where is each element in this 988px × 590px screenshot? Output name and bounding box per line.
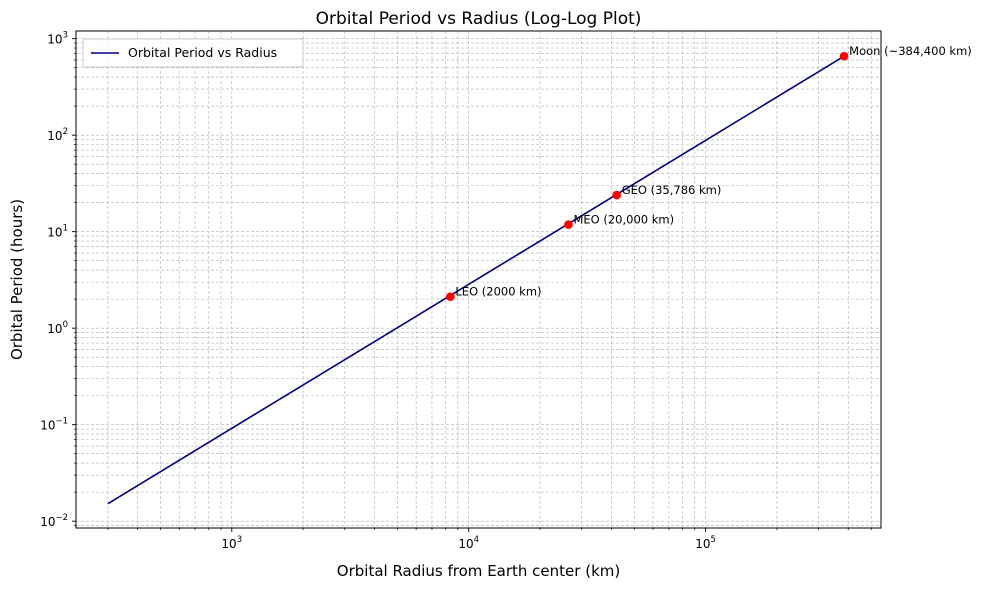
point-annotation: GEO (35,786 km) — [622, 183, 722, 197]
data-point — [446, 292, 455, 301]
ticks: 103 104 105 10−2 10−1 100 101 102 103 — [40, 31, 872, 551]
plot-frame — [75, 30, 882, 529]
series-line — [107, 55, 845, 505]
point-annotation: MEO (20,000 km) — [573, 213, 674, 227]
x-tick-label: 105 — [695, 535, 716, 551]
y-tick-label: 100 — [47, 320, 68, 336]
y-tick-label: 10−2 — [40, 513, 68, 529]
series-layer — [107, 55, 845, 505]
point-annotation: LEO (2000 km) — [455, 285, 541, 299]
data-point — [564, 220, 573, 229]
legend-label: Orbital Period vs Radius — [128, 45, 277, 60]
y-tick-label: 102 — [47, 127, 68, 143]
x-tick-label: 104 — [458, 535, 479, 551]
x-axis-label: Orbital Radius from Earth center (km) — [337, 562, 620, 580]
data-point — [839, 51, 849, 61]
y-tick-label: 101 — [47, 224, 68, 240]
grid — [76, 31, 881, 528]
data-point — [612, 190, 622, 200]
y-tick-label: 10−1 — [40, 417, 68, 433]
chart-title: Orbital Period vs Radius (Log-Log Plot) — [316, 9, 642, 29]
legend: Orbital Period vs Radius — [82, 38, 304, 68]
y-tick-label: 103 — [47, 31, 68, 47]
points-layer: LEO (2000 km) MEO (20,000 km) GEO (35,786 … — [446, 44, 972, 301]
x-tick-label: 103 — [221, 535, 242, 551]
point-annotation: Moon (~384,400 km) — [849, 44, 972, 58]
legend-box — [82, 38, 304, 68]
y-axis-label: Orbital Period (hours) — [8, 199, 26, 360]
